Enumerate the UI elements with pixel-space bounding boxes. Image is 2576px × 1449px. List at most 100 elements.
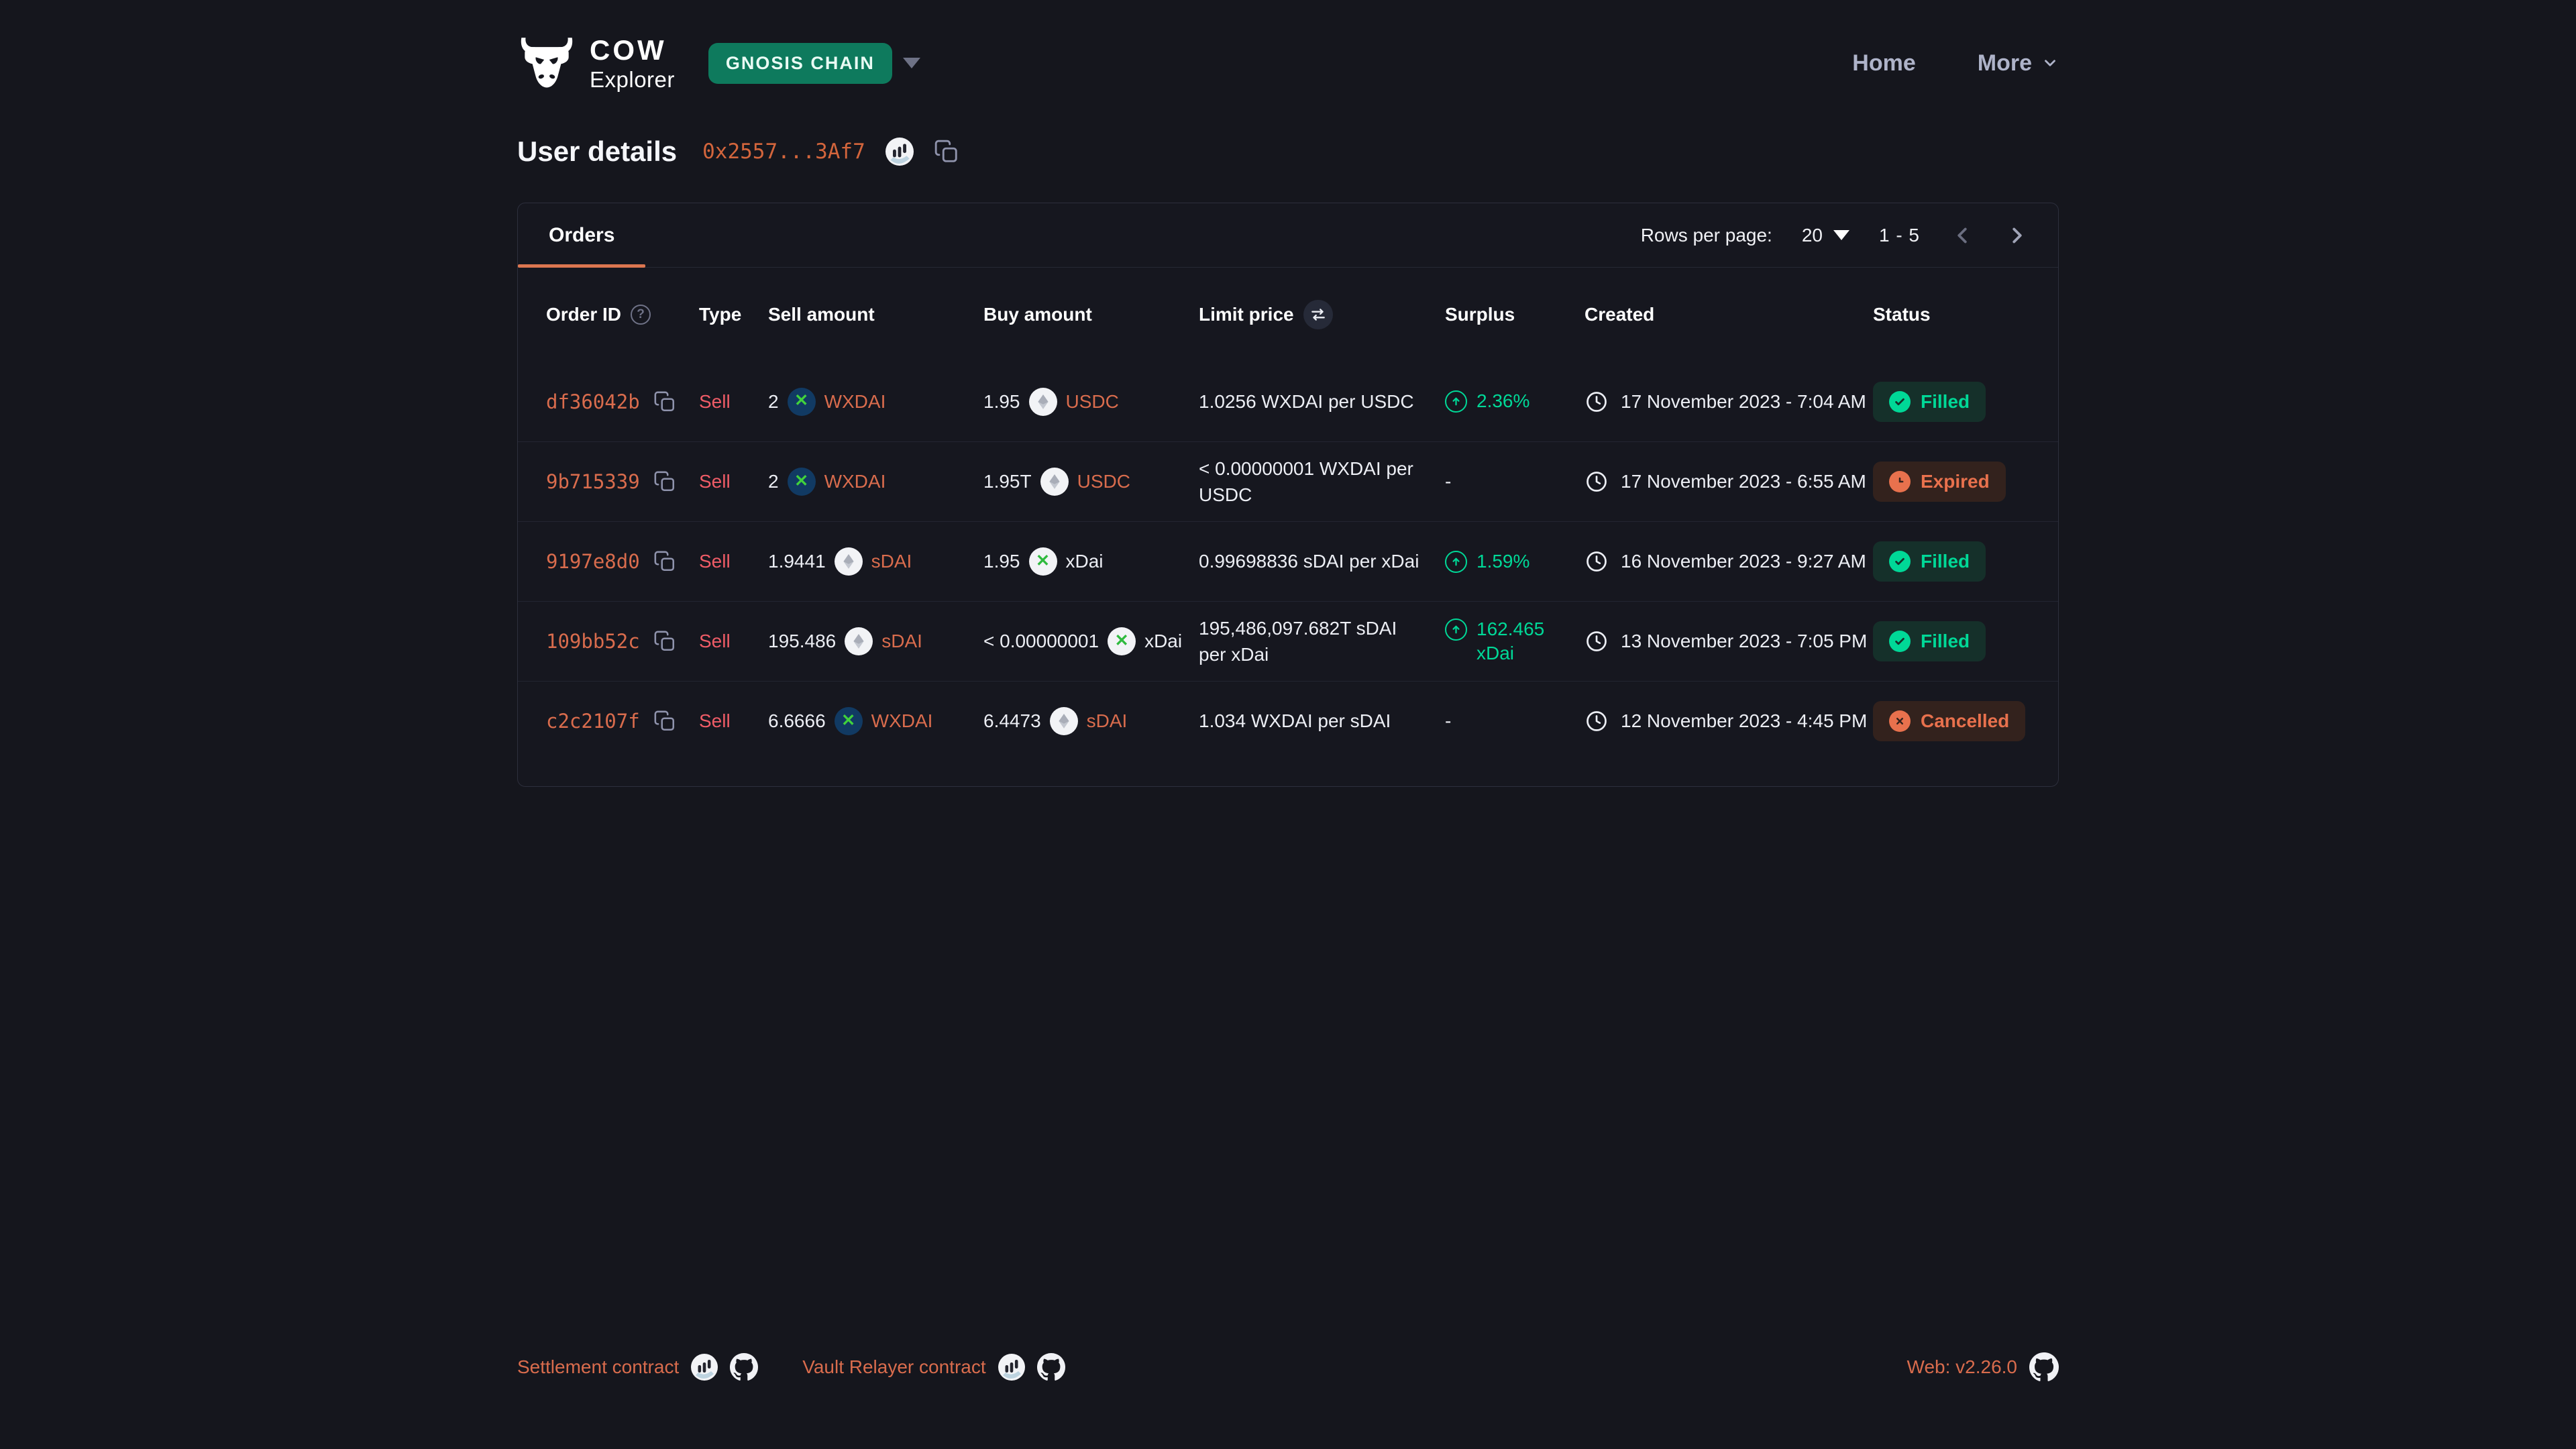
col-limit-price: Limit price <box>1199 300 1445 329</box>
copy-icon[interactable] <box>653 550 676 573</box>
github-icon[interactable] <box>730 1353 759 1381</box>
status-icon <box>1889 390 1911 413</box>
sell-amount-cell: 2 ✕ WXDAI <box>768 468 983 496</box>
github-icon[interactable] <box>2029 1352 2059 1382</box>
order-type: Sell <box>699 710 731 731</box>
status-icon <box>1889 631 1911 652</box>
copy-icon[interactable] <box>653 630 676 653</box>
status-badge: Filled <box>1873 621 1986 661</box>
table-row: 109bb52c Sell 195.486 sDAI < 0.00000001 … <box>518 601 2058 681</box>
eth-placeholder-token-icon <box>1049 707 1078 735</box>
created-value: 13 November 2023 - 7:05 PM <box>1621 631 1868 651</box>
rows-per-page-select[interactable]: 20 <box>1802 225 1849 246</box>
order-id-link[interactable]: df36042b <box>546 390 640 413</box>
copy-icon[interactable] <box>653 390 676 413</box>
gnosisscan-link-icon[interactable] <box>885 138 914 166</box>
buy-amount-value: 1.95 <box>983 390 1020 412</box>
wxdai-token-icon: ✕ <box>834 707 863 735</box>
copy-address-icon[interactable] <box>934 139 959 164</box>
table-row: c2c2107f Sell 6.6666 ✕ WXDAI 6.4473 sDAI… <box>518 681 2058 761</box>
user-address: 0x2557...3Af7 <box>702 140 865 164</box>
buy-amount-value: 1.95T <box>983 471 1032 492</box>
order-type: Sell <box>699 631 731 651</box>
created-value: 12 November 2023 - 4:45 PM <box>1621 710 1868 731</box>
sell-amount-cell: 195.486 sDAI <box>768 627 983 655</box>
chevron-down-icon <box>2045 60 2055 66</box>
col-buy-amount: Buy amount <box>983 304 1092 325</box>
surplus-cell: 2.36% <box>1445 389 1585 413</box>
order-type: Sell <box>699 551 731 572</box>
limit-price: 0.99698836 sDAI per xDai <box>1199 551 1419 572</box>
logo-wordmark: COW <box>590 34 667 66</box>
buy-token-symbol[interactable]: sDAI <box>1086 710 1128 731</box>
pagination: Rows per page: 20 1 - 5 <box>1641 223 2058 248</box>
order-type: Sell <box>699 390 731 412</box>
eth-placeholder-token-icon <box>845 627 873 655</box>
xdai-token-icon: ✕ <box>1028 547 1057 576</box>
status-icon <box>1889 471 1911 492</box>
rows-per-page-label: Rows per page: <box>1640 224 1772 246</box>
order-id-link[interactable]: 9197e8d0 <box>546 550 640 573</box>
github-icon[interactable] <box>1036 1353 1065 1381</box>
sell-token-symbol[interactable]: WXDAI <box>824 390 886 412</box>
limit-price: 1.0256 WXDAI per USDC <box>1199 390 1414 412</box>
table-header-row: Order ID ? Type Sell amount Buy amount L… <box>518 268 2058 362</box>
sell-token-symbol[interactable]: WXDAI <box>824 471 886 492</box>
swap-direction-icon[interactable] <box>1303 300 1333 329</box>
eth-placeholder-token-icon <box>834 547 863 576</box>
nav-more[interactable]: More <box>1978 50 2059 76</box>
col-type: Type <box>699 304 742 325</box>
buy-amount-cell: 6.4473 sDAI <box>983 707 1199 735</box>
orders-card: Orders Rows per page: 20 1 - 5 <box>517 203 2059 787</box>
buy-amount-value: < 0.00000001 <box>983 631 1099 651</box>
sell-token-symbol[interactable]: sDAI <box>871 551 912 572</box>
buy-token-symbol[interactable]: USDC <box>1065 390 1119 412</box>
surplus-cell: - <box>1445 470 1452 492</box>
sell-token-symbol[interactable]: sDAI <box>881 631 922 651</box>
table-row: 9197e8d0 Sell 1.9441 sDAI 1.95 ✕ xDai 0.… <box>518 521 2058 601</box>
clock-icon <box>1587 631 1607 651</box>
status-icon <box>1889 551 1911 572</box>
status-badge: Filled <box>1873 381 1986 422</box>
cow-explorer-logo[interactable]: COW Explorer <box>517 36 675 91</box>
order-id-link[interactable]: c2c2107f <box>546 710 640 733</box>
help-icon[interactable]: ? <box>631 305 651 325</box>
next-page-button[interactable] <box>2004 223 2030 248</box>
network-selector[interactable]: GNOSIS CHAIN <box>708 42 920 84</box>
logo-subtitle: Explorer <box>590 66 675 92</box>
web-version: Web: v2.26.0 <box>1907 1352 2059 1382</box>
copy-icon[interactable] <box>653 470 676 493</box>
order-id-link[interactable]: 109bb52c <box>546 630 640 653</box>
order-id-link[interactable]: 9b715339 <box>546 470 640 493</box>
tab-orders[interactable]: Orders <box>518 203 646 268</box>
previous-page-button[interactable] <box>1949 223 1975 248</box>
col-created: Created <box>1585 304 1655 325</box>
col-order-id: Order ID ? <box>546 304 699 325</box>
surplus-value: 1.59% <box>1477 550 1530 572</box>
clock-icon <box>1587 711 1607 731</box>
limit-price: < 0.00000001 WXDAI per USDC <box>1199 458 1413 505</box>
network-badge: GNOSIS CHAIN <box>708 42 892 84</box>
buy-amount-cell: 1.95T USDC <box>983 468 1199 496</box>
chevron-down-icon <box>902 58 920 68</box>
sell-amount-cell: 1.9441 sDAI <box>768 547 983 576</box>
created-cell: 13 November 2023 - 7:05 PM <box>1585 629 1873 653</box>
nav-home[interactable]: Home <box>1852 50 1916 76</box>
clock-icon <box>1587 551 1607 572</box>
footer: Settlement contract Vault Relayer contra… <box>517 1352 2059 1449</box>
gnosisscan-link-icon[interactable] <box>998 1354 1025 1381</box>
buy-amount-cell: 1.95 USDC <box>983 387 1199 416</box>
status-badge: Expired <box>1873 462 2006 502</box>
main-nav: Home More <box>1852 50 2059 76</box>
surplus-cell: - <box>1445 710 1452 731</box>
sell-token-symbol[interactable]: WXDAI <box>871 710 933 731</box>
buy-token-symbol: xDai <box>1144 631 1183 651</box>
gnosisscan-link-icon[interactable] <box>691 1354 718 1381</box>
xdai-token-icon: ✕ <box>1108 627 1136 655</box>
wxdai-token-icon: ✕ <box>787 387 816 416</box>
surplus-up-icon <box>1445 390 1467 413</box>
sell-amount-cell: 2 ✕ WXDAI <box>768 387 983 416</box>
created-cell: 17 November 2023 - 7:04 AM <box>1585 390 1873 414</box>
copy-icon[interactable] <box>653 710 676 733</box>
buy-token-symbol[interactable]: USDC <box>1077 471 1130 492</box>
